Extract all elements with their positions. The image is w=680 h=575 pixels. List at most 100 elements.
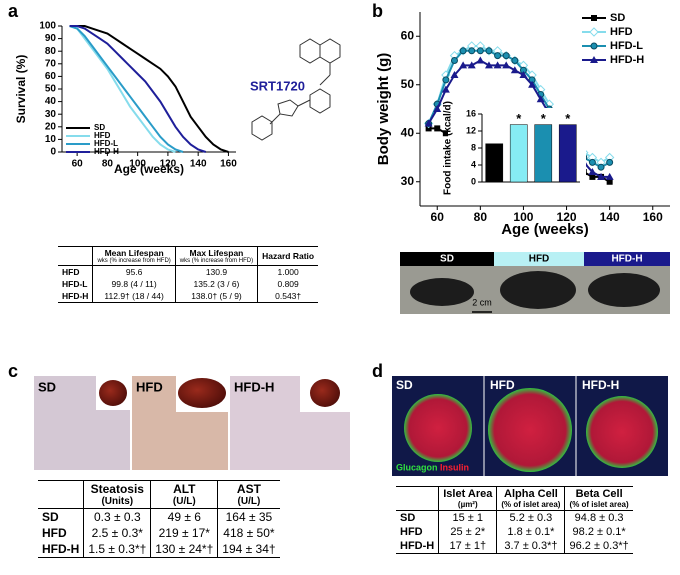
header-subtitle: (% of islet area) [569, 500, 629, 509]
marker [510, 66, 519, 74]
x-tick-label: 120 [160, 159, 177, 170]
header-title: ALT [173, 482, 196, 496]
marker [591, 15, 597, 21]
table-cell: 130 ± 24*† [150, 541, 218, 558]
table-head: Steatosis (Units) ALT (U/L) AST (U/L) [38, 480, 280, 509]
header-cell: AST (U/L) [217, 480, 280, 509]
y-tick-label: 40 [45, 96, 57, 107]
legend-label: SD [94, 123, 105, 132]
header-cell: Steatosis (Units) [83, 480, 151, 509]
y-tick-label: 16 [466, 108, 476, 118]
series-line [69, 25, 176, 153]
mouse [500, 271, 576, 309]
table-cell: 0.809 [257, 278, 319, 290]
marker [434, 125, 441, 132]
marker [588, 168, 597, 176]
row-label: SD [42, 510, 59, 524]
header-subtitle: (U/L) [172, 496, 196, 507]
y-tick-label: 60 [401, 28, 415, 42]
table-cell: 95.6 [92, 265, 176, 278]
marker [467, 61, 476, 69]
islet [488, 388, 572, 472]
table-row: HFD-H 1.5 ± 0.3*† 130 ± 24*† 194 ± 34† [38, 541, 280, 558]
marker [485, 47, 493, 55]
table-cell: 2.5 ± 0.3* [83, 525, 151, 541]
x-tick-label: 160 [220, 159, 237, 170]
islet [404, 394, 472, 462]
panel-label: b [372, 1, 383, 21]
header-cell: Islet Area (µm²) [438, 486, 497, 511]
image-label: HFD [490, 378, 515, 392]
photo-header [494, 252, 584, 266]
table-row: HFD-H 112.9† (18 / 44) 138.0† (5 / 9) 0.543… [58, 290, 319, 303]
x-tick-label: 100 [129, 159, 146, 170]
table-body: SD 0.3 ± 0.3 49 ± 6 164 ± 35 HFD 2.5 ± 0.3* 21… [38, 508, 280, 558]
legend-label: HFD [94, 131, 111, 140]
mouse [410, 278, 474, 306]
header-row: Mean Lifespan wks (% increase from HFD) Ma… [58, 246, 319, 266]
header-subtitle: wks (% increase from HFD) [97, 258, 171, 264]
x-tick-label: 80 [474, 210, 488, 224]
y-axis-label: Food intake (kcal/d) [443, 101, 454, 195]
header-cell: Max Lifespan wks (% increase from HFD) [174, 246, 258, 266]
x-axis-label: Age (weeks) [114, 162, 184, 176]
y-tick-label: 10 [45, 134, 57, 145]
y-tick-label: 80 [45, 46, 57, 57]
bar-annotation: * [541, 111, 547, 126]
bar [485, 143, 504, 183]
y-tick-label: 60 [45, 71, 57, 82]
table-row: SD 15 ± 1 5.2 ± 0.3 94.8 ± 0.3 [396, 510, 633, 525]
legend-label: HFD-H [610, 54, 644, 66]
table-body: HFD 95.6 130.9 1.000 HFD-L 99.8 (4 / 11) 135.2… [58, 265, 319, 303]
header-row: Steatosis (Units) ALT (U/L) AST (U/L) [38, 480, 280, 509]
scale-label: 2 cm [472, 297, 492, 307]
table-cell: 138.0† (5 / 9) [174, 290, 258, 303]
header-subtitle: (U/L) [237, 496, 261, 507]
y-axis-label: Survival (%) [14, 55, 28, 124]
row-label: HFD [42, 526, 67, 540]
y-tick-label: 30 [401, 174, 415, 188]
x-tick-label: 140 [600, 210, 620, 224]
y-tick-label: 50 [45, 84, 57, 95]
table-cell: 17 ± 1† [438, 539, 497, 554]
marker [433, 105, 442, 112]
corner-cell [396, 487, 439, 511]
stain-label: Glucagon [396, 462, 438, 472]
x-tick-label: 100 [513, 210, 533, 224]
header-title: Mean Lifespan [104, 248, 164, 258]
marker [450, 57, 458, 64]
row-label: SD [400, 512, 416, 524]
marker [459, 47, 467, 55]
marker [502, 52, 510, 60]
bar-annotation: * [565, 111, 571, 126]
legend-label: HFD [610, 26, 633, 38]
image-label: SD [396, 378, 413, 392]
marker [589, 27, 599, 37]
marker [519, 71, 528, 79]
row-label: HFD-H [400, 540, 435, 552]
bar [534, 124, 553, 183]
y-tick-label: 8 [471, 142, 476, 152]
marker [597, 172, 606, 180]
liver [99, 380, 127, 406]
marker [441, 85, 450, 93]
panel-label: d [372, 361, 383, 381]
marker [606, 178, 613, 185]
x-tick-label: 160 [643, 210, 663, 224]
marker [536, 95, 545, 103]
table-row: SD 0.3 ± 0.3 49 ± 6 164 ± 35 [38, 508, 280, 525]
marker [459, 61, 468, 69]
y-tick-label: 70 [45, 58, 57, 69]
legend-label: SD [610, 12, 625, 24]
table-cell: 5.2 ± 0.3 [496, 510, 565, 525]
table-cell: 98.2 ± 0.1* [564, 525, 633, 539]
row-label: HFD [62, 267, 80, 277]
corner-cell [58, 247, 93, 266]
header-cell: ALT (U/L) [150, 480, 218, 509]
header-subtitle: (µm²) [457, 500, 478, 509]
legend-label: HFD-L [94, 139, 118, 148]
photo-label: HFD-H [611, 254, 642, 265]
table-row: HFD 95.6 130.9 1.000 [58, 265, 319, 278]
